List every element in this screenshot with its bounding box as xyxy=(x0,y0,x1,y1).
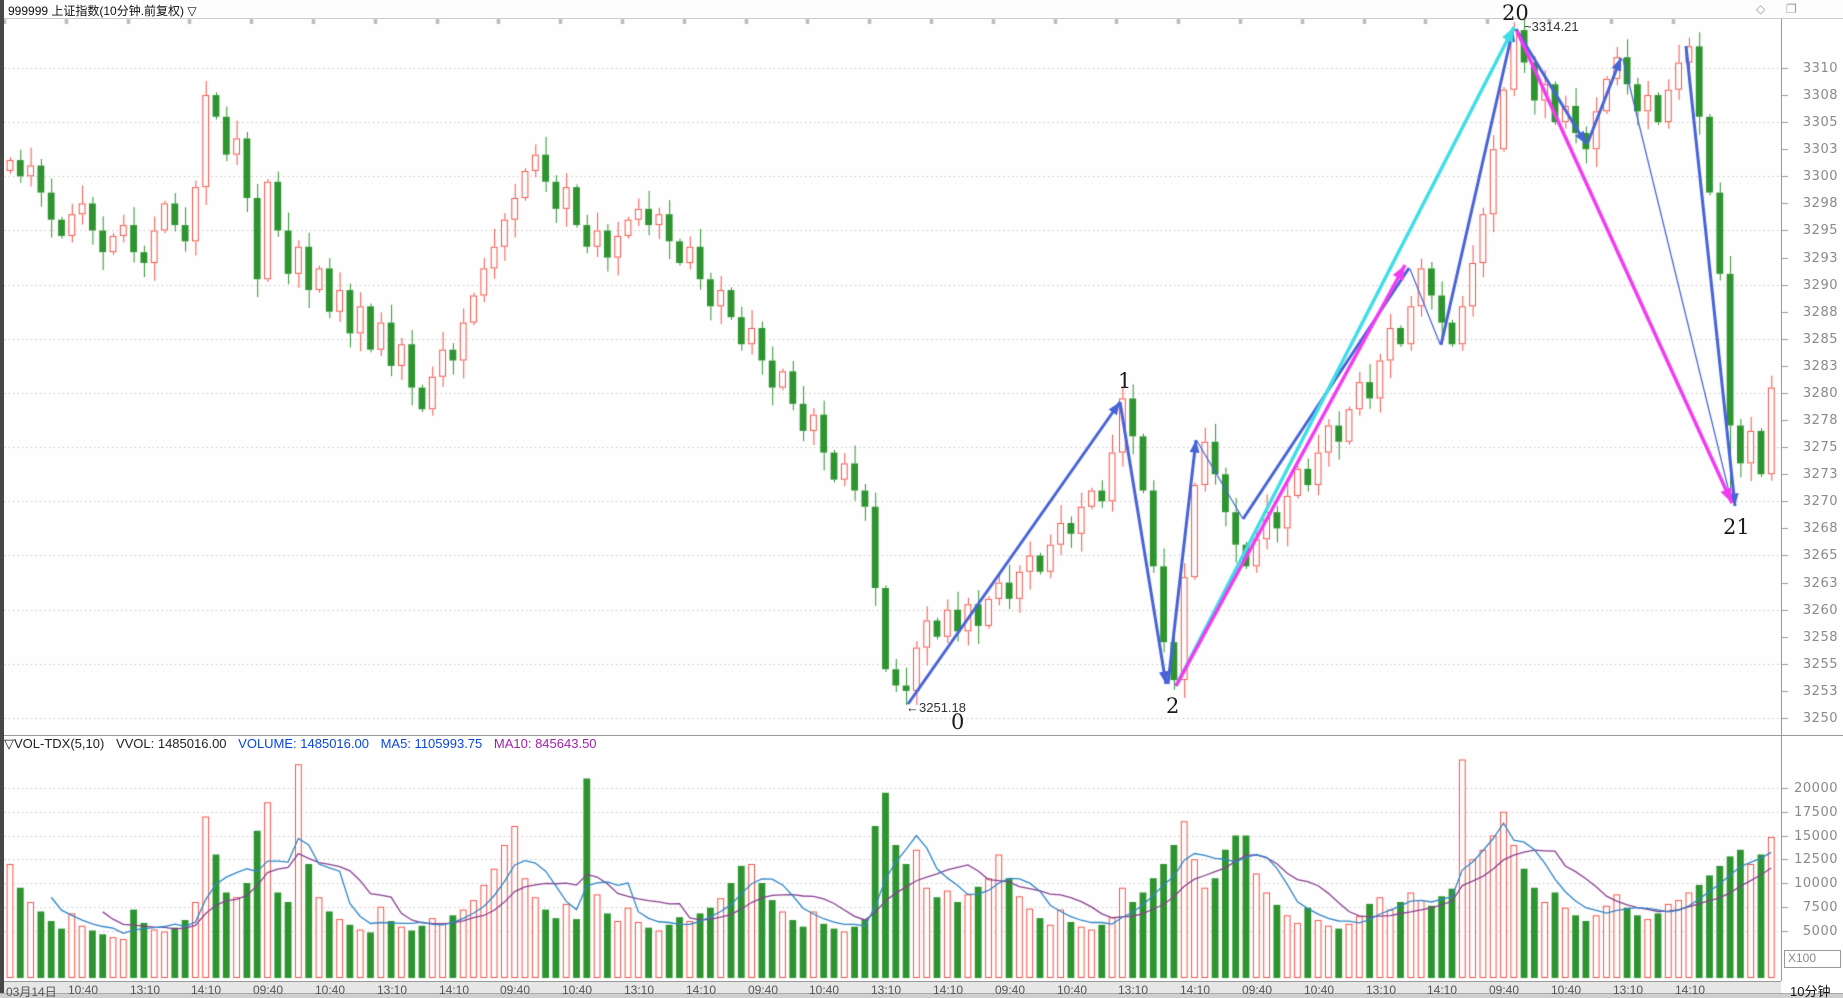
time-axis-label[interactable]: 09:40 xyxy=(253,983,284,997)
time-axis-label[interactable]: 09:40 xyxy=(1242,983,1273,997)
time-axis-label[interactable]: 14:10 xyxy=(933,983,964,997)
page-title: 999999 上证指数(10分钟.前复权) ▽ xyxy=(8,4,197,18)
price-axis-label: 3275 xyxy=(1802,440,1838,455)
price-axis-label: 3288 xyxy=(1802,305,1838,320)
price-axis-label: 3273 xyxy=(1802,467,1838,482)
time-axis-label[interactable]: 10:40 xyxy=(809,983,840,997)
price-axis-label: 3290 xyxy=(1802,278,1838,293)
volume-axis-label: 5000 xyxy=(1802,924,1838,939)
wave-number-label: 20 xyxy=(1502,1,1529,25)
time-axis-label[interactable]: 10:40 xyxy=(68,983,99,997)
price-axis-label: 3310 xyxy=(1802,61,1838,76)
time-axis-label[interactable]: 09:40 xyxy=(1489,983,1520,997)
price-axis-label: 3278 xyxy=(1802,413,1838,428)
wave-number-label: 1 xyxy=(1118,369,1132,393)
price-axis-label: 3268 xyxy=(1802,521,1838,536)
wave-number-label: 0 xyxy=(951,710,965,734)
time-axis-label[interactable]: 14:10 xyxy=(1427,983,1458,997)
volume-value: VOLUME: 1485016.00 xyxy=(238,736,369,751)
time-axis-label[interactable]: 13:10 xyxy=(1118,983,1149,997)
time-axis-label[interactable]: 10:40 xyxy=(1304,983,1335,997)
time-axis-label[interactable]: 13:10 xyxy=(377,983,408,997)
bottom-strip xyxy=(0,993,1843,998)
price-axis-label: 3260 xyxy=(1802,603,1838,618)
time-axis-label[interactable]: 10:40 xyxy=(315,983,346,997)
price-axis-label: 3255 xyxy=(1802,657,1838,672)
time-axis-label[interactable]: 14:10 xyxy=(686,983,717,997)
title-divider xyxy=(4,18,1843,19)
volume-axis-label: 20000 xyxy=(1794,781,1838,796)
volume-axis-label: 15000 xyxy=(1794,829,1838,844)
time-axis-label[interactable]: 09:40 xyxy=(995,983,1026,997)
volume-axis-label: 7500 xyxy=(1802,900,1838,915)
time-axis-label[interactable]: 10:40 xyxy=(1551,983,1582,997)
time-axis-label[interactable]: 13:10 xyxy=(871,983,902,997)
price-axis-label: 3280 xyxy=(1802,386,1838,401)
price-note-label: ←3251.18 xyxy=(906,700,966,715)
time-axis-label[interactable]: 10:40 xyxy=(1057,983,1088,997)
volume-axis-label: 17500 xyxy=(1794,805,1838,820)
restore-window-icon[interactable]: ❐ xyxy=(1786,2,1797,16)
volume-unit-badge: X100 xyxy=(1784,950,1841,968)
price-axis-label: 3258 xyxy=(1802,630,1838,645)
pane-divider xyxy=(4,735,1843,736)
time-axis-label[interactable]: 03月14日 xyxy=(6,985,57,998)
price-axis-label: 3308 xyxy=(1802,88,1838,103)
time-axis-label[interactable]: 13:10 xyxy=(130,983,161,997)
wave-number-label: 2 xyxy=(1166,694,1180,718)
price-axis-label: 3263 xyxy=(1802,576,1838,591)
price-axis-label: 3303 xyxy=(1802,142,1838,157)
period-label[interactable]: 10分钟 xyxy=(1790,984,1831,998)
volume-axis-label: 10000 xyxy=(1794,876,1838,891)
time-axis-label[interactable]: 14:10 xyxy=(191,983,222,997)
vvol-value: VVOL: 1485016.00 xyxy=(115,736,227,751)
price-axis-label: 3283 xyxy=(1802,359,1838,374)
axis-divider xyxy=(1781,18,1782,981)
ma10-value: MA10: 845643.50 xyxy=(493,736,597,751)
indicator-bar: ▽VOL-TDX(5,10) VVOL: 1485016.00 VOLUME: … xyxy=(4,736,1781,752)
price-axis-label: 3270 xyxy=(1802,494,1838,509)
time-axis-label[interactable]: 14:10 xyxy=(1180,983,1211,997)
time-axis-label[interactable]: 09:40 xyxy=(500,983,531,997)
price-axis-label: 3265 xyxy=(1802,548,1838,563)
indicator-name[interactable]: ▽VOL-TDX(5,10) xyxy=(4,736,105,751)
price-axis-label: 3295 xyxy=(1802,223,1838,238)
time-axis-label[interactable]: 13:10 xyxy=(1366,983,1397,997)
price-axis-label: 3298 xyxy=(1802,196,1838,211)
price-axis-label: 3293 xyxy=(1802,251,1838,266)
price-note-label: ~3314.21 xyxy=(1524,19,1579,34)
time-axis-label[interactable]: 13:10 xyxy=(624,983,655,997)
price-axis-label: 3250 xyxy=(1802,711,1838,726)
time-axis-label[interactable]: 13:10 xyxy=(1613,983,1644,997)
time-axis-label[interactable]: 10:40 xyxy=(562,983,593,997)
time-axis-label[interactable]: 09:40 xyxy=(748,983,779,997)
price-axis-label: 3285 xyxy=(1802,332,1838,347)
diamond-icon[interactable]: ◇ xyxy=(1756,2,1766,16)
wave-number-label: 21 xyxy=(1723,515,1750,539)
title-bar: 999999 上证指数(10分钟.前复权) ▽ ◇ ❐ xyxy=(4,0,1843,18)
volume-axis-label: 12500 xyxy=(1794,852,1838,867)
time-axis-label[interactable]: 14:10 xyxy=(1675,983,1706,997)
price-axis-label: 3300 xyxy=(1802,169,1838,184)
price-axis-label: 3253 xyxy=(1802,684,1838,699)
left-edge-bar xyxy=(0,0,4,998)
ma5-value: MA5: 1105993.75 xyxy=(380,736,483,751)
price-axis-label: 3305 xyxy=(1802,115,1838,130)
time-axis-label[interactable]: 14:10 xyxy=(439,983,470,997)
